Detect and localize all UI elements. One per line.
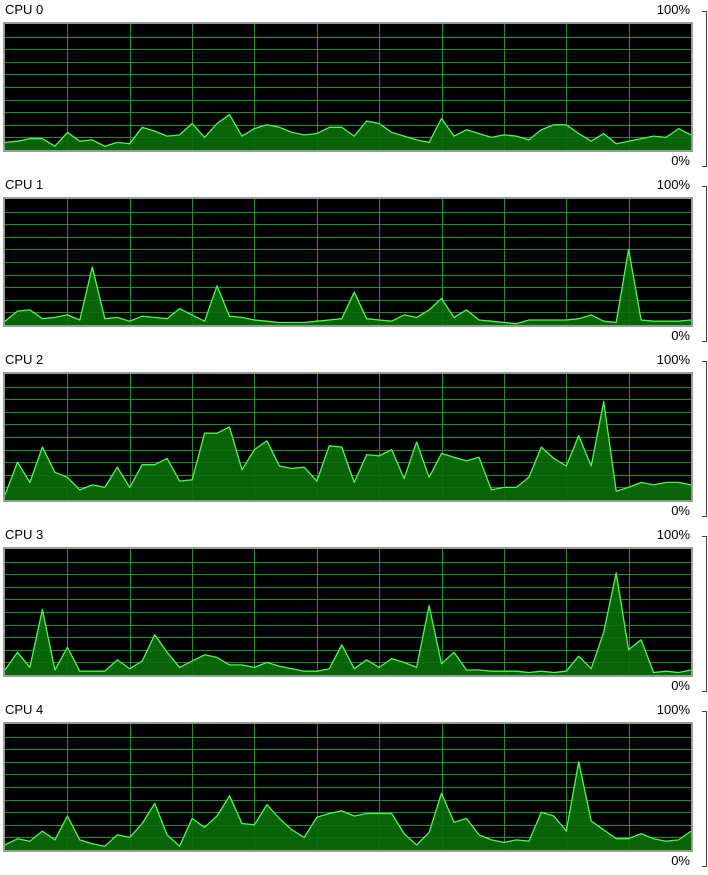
cpu-usage-graph	[3, 722, 693, 852]
max-percent-label: 100%	[656, 352, 690, 367]
usage-area	[5, 249, 691, 325]
cpu-usage-graph	[3, 372, 693, 502]
usage-chart	[5, 374, 691, 500]
min-percent-label: 0%	[671, 503, 690, 518]
cpu-usage-graph	[3, 547, 693, 677]
max-percent-label: 100%	[656, 702, 690, 717]
cpu-panel: CPU 4 100% 0%	[0, 700, 708, 875]
usage-chart	[5, 724, 691, 850]
cpu-label: CPU 4	[5, 702, 44, 717]
max-percent-label: 100%	[656, 2, 690, 17]
min-percent-label: 0%	[671, 853, 690, 868]
usage-area	[5, 401, 691, 500]
max-percent-label: 100%	[656, 527, 690, 542]
usage-line	[5, 401, 691, 496]
scale-bracket	[702, 186, 707, 342]
cpu-label: CPU 3	[5, 527, 44, 542]
cpu-label: CPU 1	[5, 177, 44, 192]
cpu-label: CPU 0	[5, 2, 44, 17]
cpu-panel: CPU 1 100% 0%	[0, 175, 708, 350]
min-percent-label: 0%	[671, 328, 690, 343]
usage-line	[5, 572, 691, 674]
usage-line	[5, 248, 691, 325]
usage-area	[5, 761, 691, 850]
scale-bracket	[702, 536, 707, 692]
scale-bracket	[702, 11, 707, 167]
max-percent-label: 100%	[656, 177, 690, 192]
usage-chart	[5, 549, 691, 675]
scale-bracket	[702, 361, 707, 517]
usage-chart	[5, 199, 691, 325]
usage-line	[5, 114, 691, 147]
scale-bracket	[702, 711, 707, 867]
usage-chart	[5, 24, 691, 150]
cpu-panel: CPU 3 100% 0%	[0, 525, 708, 700]
cpu-panel: CPU 2 100% 0%	[0, 350, 708, 525]
cpu-panel: CPU 0 100% 0%	[0, 0, 708, 175]
min-percent-label: 0%	[671, 678, 690, 693]
cpu-label: CPU 2	[5, 352, 44, 367]
cpu-usage-graph	[3, 197, 693, 327]
cpu-usage-graph	[3, 22, 693, 152]
min-percent-label: 0%	[671, 153, 690, 168]
usage-line	[5, 761, 691, 847]
usage-area	[5, 572, 691, 675]
